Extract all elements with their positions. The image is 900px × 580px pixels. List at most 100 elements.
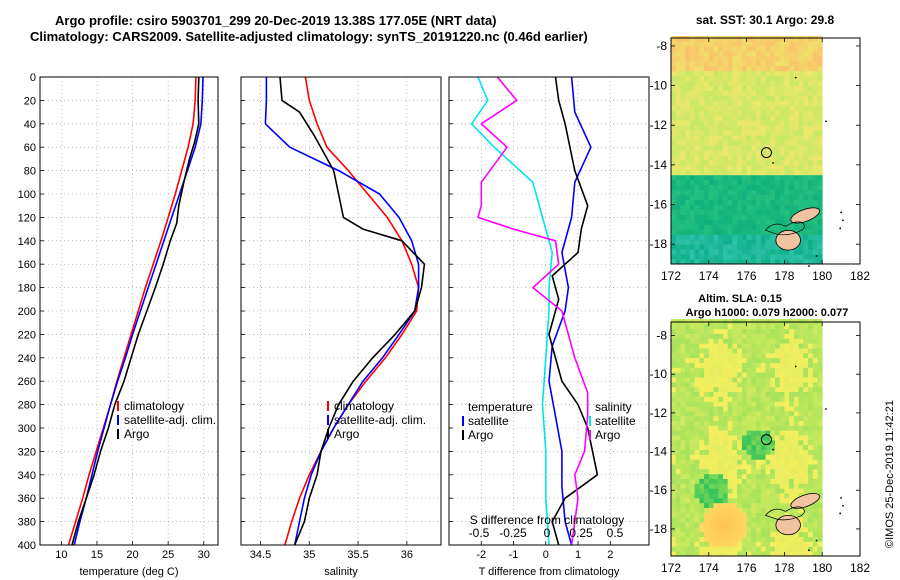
legend-label: Argo <box>595 428 621 442</box>
island-vanua-levu <box>790 207 820 224</box>
x-tick-label: -2 <box>476 549 486 561</box>
sst-map: 172 174 176 178 180 182 -8 -10 -12 -14 -16 -18 sat. … <box>650 13 871 283</box>
islet <box>840 497 842 499</box>
reef-outline <box>764 506 805 521</box>
islet <box>839 227 842 230</box>
y-tick-label: -12 <box>650 406 668 420</box>
y-tick-label: -16 <box>650 483 668 497</box>
map-cells <box>671 36 823 265</box>
y-tick-label: -18 <box>650 522 668 536</box>
series-line-climatology <box>284 76 420 546</box>
profile-panel-3: -2 -1 0 1 2 T difference from climatology <box>448 76 650 578</box>
islet <box>825 120 827 123</box>
x-tick-label: 178 <box>774 269 794 283</box>
island-vanua-levu <box>790 492 820 509</box>
series-line-t-satellite <box>548 76 592 546</box>
series-line-climatology <box>67 76 197 546</box>
top-tick-label: 0.5 <box>607 526 624 540</box>
top-axis-label: S difference from climatology <box>470 513 625 527</box>
series-line-s-argo <box>477 76 589 546</box>
profile-panels: 10 15 20 25 30020406080100120140160180200220… <box>18 72 650 578</box>
x-tick-label: 174 <box>699 561 719 575</box>
islet <box>794 365 797 368</box>
y-tick-label: -18 <box>650 237 668 251</box>
x-tick-label: 34.5 <box>250 549 271 561</box>
islet <box>825 408 827 410</box>
legend-label: satellite <box>468 414 509 428</box>
y-tick-label: 180 <box>18 283 36 295</box>
y-tick-label: 280 <box>18 400 36 412</box>
legend-label: satellite-adj. clim. <box>124 413 216 427</box>
y-tick-label: 260 <box>18 376 36 388</box>
x-tick-label: 1 <box>575 549 581 561</box>
y-tick-label: -16 <box>650 198 668 212</box>
legend-label: Argo <box>468 428 494 442</box>
x-tick-label: 36 <box>401 549 413 561</box>
islet <box>815 539 818 542</box>
y-tick-label: -10 <box>650 79 668 93</box>
series-line-argo <box>279 76 426 546</box>
x-tick-label: 180 <box>812 269 832 283</box>
legend-title-salinity: salinity <box>595 400 632 414</box>
y-tick-label: -8 <box>656 329 667 343</box>
legend-label: Argo <box>124 427 150 441</box>
y-tick-label: 20 <box>24 95 36 107</box>
y-tick-label: 360 <box>18 493 36 505</box>
x-axis-label: salinity <box>324 566 358 578</box>
profile-panel-2: 34.5 35 35.5 36 salinity <box>240 76 442 578</box>
y-tick-label: 380 <box>18 517 36 529</box>
top-tick-label: 0 <box>544 526 551 540</box>
legend-label: climatology <box>124 399 184 413</box>
sla-map: 172 174 176 178 180 182 -8 -10 -12 -14 -16 -18 Altim… <box>650 293 871 575</box>
x-tick-label: 30 <box>198 549 210 561</box>
map-frame <box>670 321 861 557</box>
map-cells <box>671 319 823 557</box>
argo-position-marker <box>760 434 772 446</box>
islet <box>794 76 797 79</box>
islet <box>772 161 774 164</box>
x-tick-label: 35 <box>303 549 315 561</box>
land-fiji <box>764 365 844 552</box>
legend-label: climatology <box>334 399 394 413</box>
island-viti-levu <box>775 229 801 251</box>
x-tick-label: 20 <box>126 549 138 561</box>
y-tick-label: -14 <box>650 445 668 459</box>
y-tick-label: -10 <box>650 367 668 381</box>
x-tick-label: -1 <box>509 549 519 561</box>
top-tick-label: -0.25 <box>499 526 527 540</box>
y-tick-label: 240 <box>18 353 36 365</box>
top-tick-label: -0.5 <box>469 526 490 540</box>
panel-frame <box>39 76 219 546</box>
map-title: sat. SST: 30.1 Argo: 29.8 <box>696 13 835 27</box>
y-tick-label: 300 <box>18 423 36 435</box>
map-title: Altim. SLA: 0.15 <box>698 293 782 305</box>
y-tick-label: 220 <box>18 329 36 341</box>
island-viti-levu <box>775 514 801 536</box>
legend-label: satellite-adj. clim. <box>334 413 426 427</box>
x-tick-label: 180 <box>812 561 832 575</box>
legend-panel-3: temperaturesatelliteArgosalinitysatellit… <box>462 400 636 540</box>
legend-label: Argo <box>334 427 360 441</box>
y-tick-label: 140 <box>18 236 36 248</box>
x-tick-label: 174 <box>699 269 719 283</box>
y-tick-label: 320 <box>18 446 36 458</box>
y-tick-label: 120 <box>18 212 36 224</box>
land-fiji <box>764 76 844 267</box>
x-tick-label: 10 <box>55 549 67 561</box>
y-tick-label: 100 <box>18 189 36 201</box>
y-tick-label: 160 <box>18 259 36 271</box>
y-tick-label: 80 <box>24 166 36 178</box>
y-tick-label: -8 <box>656 39 667 53</box>
x-tick-label: 176 <box>737 269 757 283</box>
y-tick-label: 400 <box>18 540 36 552</box>
islet <box>842 504 844 507</box>
x-tick-label: 182 <box>850 561 870 575</box>
map-frame <box>670 37 861 265</box>
islet <box>808 549 810 552</box>
x-tick-label: 0 <box>543 549 549 561</box>
x-tick-label: 172 <box>661 561 681 575</box>
reef-outline <box>764 221 805 236</box>
series-line-satellite-adj-clim- <box>73 76 204 546</box>
